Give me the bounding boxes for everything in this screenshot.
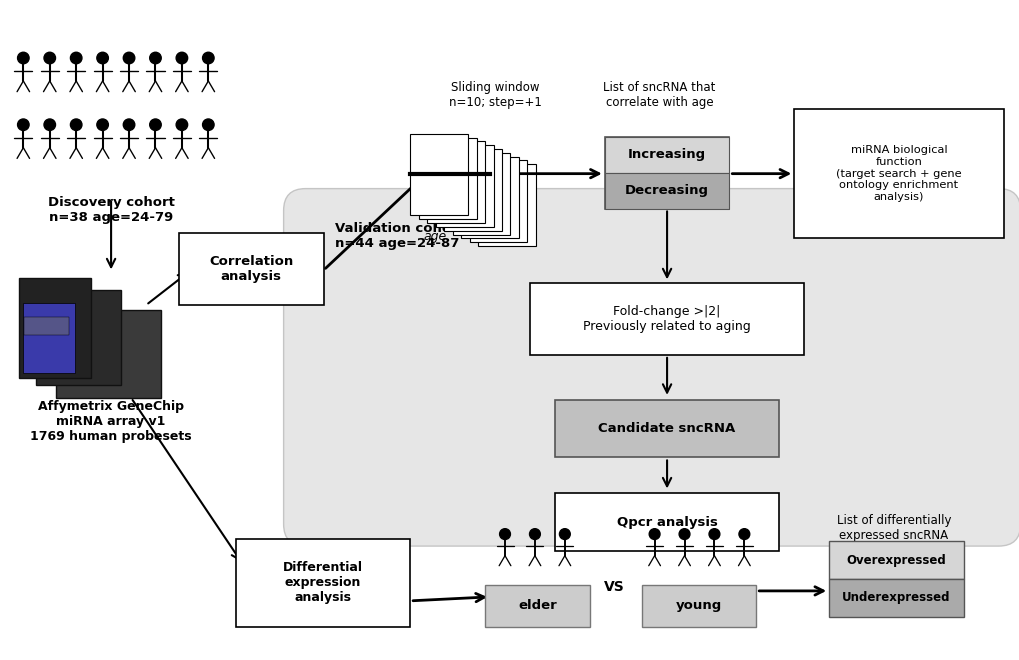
Circle shape xyxy=(558,529,570,539)
Text: Candidate sncRNA: Candidate sncRNA xyxy=(598,422,735,435)
Circle shape xyxy=(44,52,55,64)
Circle shape xyxy=(17,119,30,131)
FancyBboxPatch shape xyxy=(283,189,1019,546)
Circle shape xyxy=(176,119,187,131)
Text: Differential
expression
analysis: Differential expression analysis xyxy=(282,562,363,605)
Text: Fold-change >|2|
Previously related to aging: Fold-change >|2| Previously related to a… xyxy=(583,305,750,333)
FancyBboxPatch shape xyxy=(23,303,75,373)
Text: Decreasing: Decreasing xyxy=(625,184,708,197)
Circle shape xyxy=(529,529,540,539)
Text: Validation cohort
n=44 age=24-87: Validation cohort n=44 age=24-87 xyxy=(335,222,464,250)
Circle shape xyxy=(17,52,30,64)
FancyBboxPatch shape xyxy=(530,283,803,355)
FancyBboxPatch shape xyxy=(235,539,410,627)
FancyBboxPatch shape xyxy=(435,145,493,227)
Text: List of sncRNA that
correlate with age: List of sncRNA that correlate with age xyxy=(603,81,715,109)
FancyBboxPatch shape xyxy=(469,160,527,242)
FancyBboxPatch shape xyxy=(19,279,91,378)
Text: Discovery cohort
n=38 age=24-79: Discovery cohort n=38 age=24-79 xyxy=(48,195,174,224)
FancyBboxPatch shape xyxy=(419,138,476,219)
FancyBboxPatch shape xyxy=(554,493,779,551)
FancyBboxPatch shape xyxy=(604,137,729,209)
FancyBboxPatch shape xyxy=(443,149,501,231)
Circle shape xyxy=(70,52,82,64)
Text: young: young xyxy=(676,599,721,612)
Text: Underexpressed: Underexpressed xyxy=(842,591,950,605)
FancyBboxPatch shape xyxy=(410,134,468,215)
Circle shape xyxy=(203,52,214,64)
Circle shape xyxy=(44,119,55,131)
Circle shape xyxy=(738,529,749,539)
Circle shape xyxy=(679,529,689,539)
FancyBboxPatch shape xyxy=(37,290,121,385)
Text: age: age xyxy=(423,230,446,244)
FancyBboxPatch shape xyxy=(178,234,323,305)
Text: Qpcr analysis: Qpcr analysis xyxy=(616,515,716,529)
FancyBboxPatch shape xyxy=(452,153,510,234)
FancyBboxPatch shape xyxy=(554,400,779,457)
Text: Correlation
analysis: Correlation analysis xyxy=(209,255,293,283)
Text: Sliding window
n=10; step=+1: Sliding window n=10; step=+1 xyxy=(448,81,541,109)
FancyBboxPatch shape xyxy=(604,173,729,209)
FancyBboxPatch shape xyxy=(461,156,519,238)
Circle shape xyxy=(499,529,510,539)
Circle shape xyxy=(97,52,108,64)
Circle shape xyxy=(123,119,135,131)
Text: Overexpressed: Overexpressed xyxy=(846,554,946,566)
Circle shape xyxy=(708,529,719,539)
Text: Increasing: Increasing xyxy=(628,148,705,161)
Circle shape xyxy=(70,119,82,131)
Circle shape xyxy=(203,119,214,131)
FancyBboxPatch shape xyxy=(478,164,535,246)
Circle shape xyxy=(176,52,187,64)
Circle shape xyxy=(123,52,135,64)
FancyBboxPatch shape xyxy=(427,141,485,223)
FancyBboxPatch shape xyxy=(56,310,161,398)
Text: List of differentially
expressed sncRNA: List of differentially expressed sncRNA xyxy=(836,514,951,543)
Circle shape xyxy=(97,119,108,131)
FancyBboxPatch shape xyxy=(828,579,963,617)
FancyBboxPatch shape xyxy=(24,317,69,335)
FancyBboxPatch shape xyxy=(641,585,755,627)
Circle shape xyxy=(648,529,659,539)
Text: Affymetrix GeneChip
miRNA array v1
1769 human probesets: Affymetrix GeneChip miRNA array v1 1769 … xyxy=(31,400,192,443)
Circle shape xyxy=(150,52,161,64)
Circle shape xyxy=(150,119,161,131)
FancyBboxPatch shape xyxy=(485,585,589,627)
Text: miRNA biological
function
(target search + gene
ontology enrichment
analysis): miRNA biological function (target search… xyxy=(836,145,961,202)
FancyBboxPatch shape xyxy=(794,109,1003,238)
Text: VS: VS xyxy=(603,580,625,594)
FancyBboxPatch shape xyxy=(828,541,963,579)
Text: elder: elder xyxy=(518,599,556,612)
FancyBboxPatch shape xyxy=(604,137,729,173)
